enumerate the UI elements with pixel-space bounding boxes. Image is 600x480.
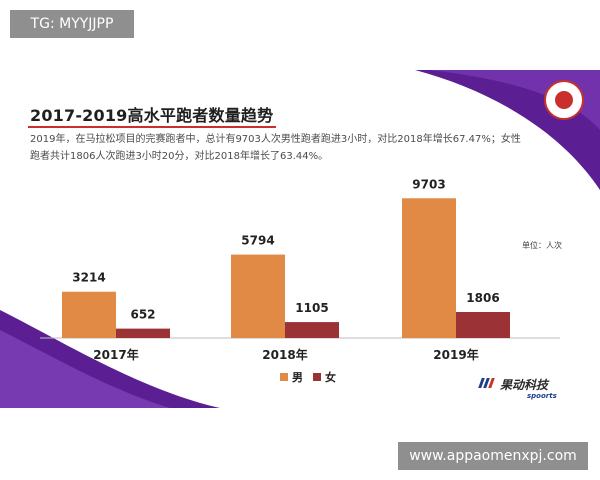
legend-label-female: 女: [325, 371, 336, 384]
chart-title: 2017-2019高水平跑者数量趋势: [30, 106, 274, 125]
category-label-1: 2018年: [262, 347, 307, 362]
bar-chart: 3214 652 2017年 5794 1105 2018年 9703 1806 2019年: [40, 177, 560, 362]
chart-description: 2019年，在马拉松项目的完赛跑者中，总计有9703人次男性跑者跑进3小时，对比…: [30, 134, 521, 162]
brand-subtitle: spoorts: [527, 392, 557, 400]
legend-swatch-female: [313, 373, 321, 381]
data-label-female-1: 1105: [295, 301, 328, 315]
legend-item-male: 男: [280, 369, 303, 385]
unit-label: 单位：人次: [522, 241, 562, 250]
category-label-2: 2019年: [433, 347, 478, 362]
data-label-female-2: 1806: [466, 291, 499, 305]
watermark-top: TG: MYYJJPP: [10, 10, 134, 38]
legend-swatch-male: [280, 373, 288, 381]
bar-male-2: [402, 198, 456, 338]
legend: 男 女: [280, 369, 346, 385]
brand-name: 果动科技: [500, 378, 549, 392]
bar-female-1: [285, 322, 339, 338]
data-label-male-0: 3214: [72, 271, 105, 285]
legend-label-male: 男: [292, 371, 303, 384]
watermark-bottom: www.appaomenxpj.com: [398, 442, 588, 470]
organization-seal-icon: [544, 80, 584, 120]
data-label-female-0: 652: [130, 308, 155, 322]
bar-male-1: [231, 254, 285, 338]
chart-card: 2017-2019高水平跑者数量趋势 2019年，在马拉松项目的完赛跑者中，总计…: [0, 70, 600, 408]
data-label-male-1: 5794: [241, 234, 274, 248]
bottom-left-swoosh-highlight: [0, 330, 170, 408]
bar-female-0: [116, 328, 170, 338]
bar-male-0: [62, 291, 116, 338]
data-label-male-2: 9703: [412, 177, 445, 191]
bar-female-2: [456, 311, 510, 338]
title-underline: [28, 126, 276, 128]
category-label-0: 2017年: [93, 347, 138, 362]
brand-logo-icon: [478, 378, 495, 388]
legend-item-female: 女: [313, 369, 336, 385]
